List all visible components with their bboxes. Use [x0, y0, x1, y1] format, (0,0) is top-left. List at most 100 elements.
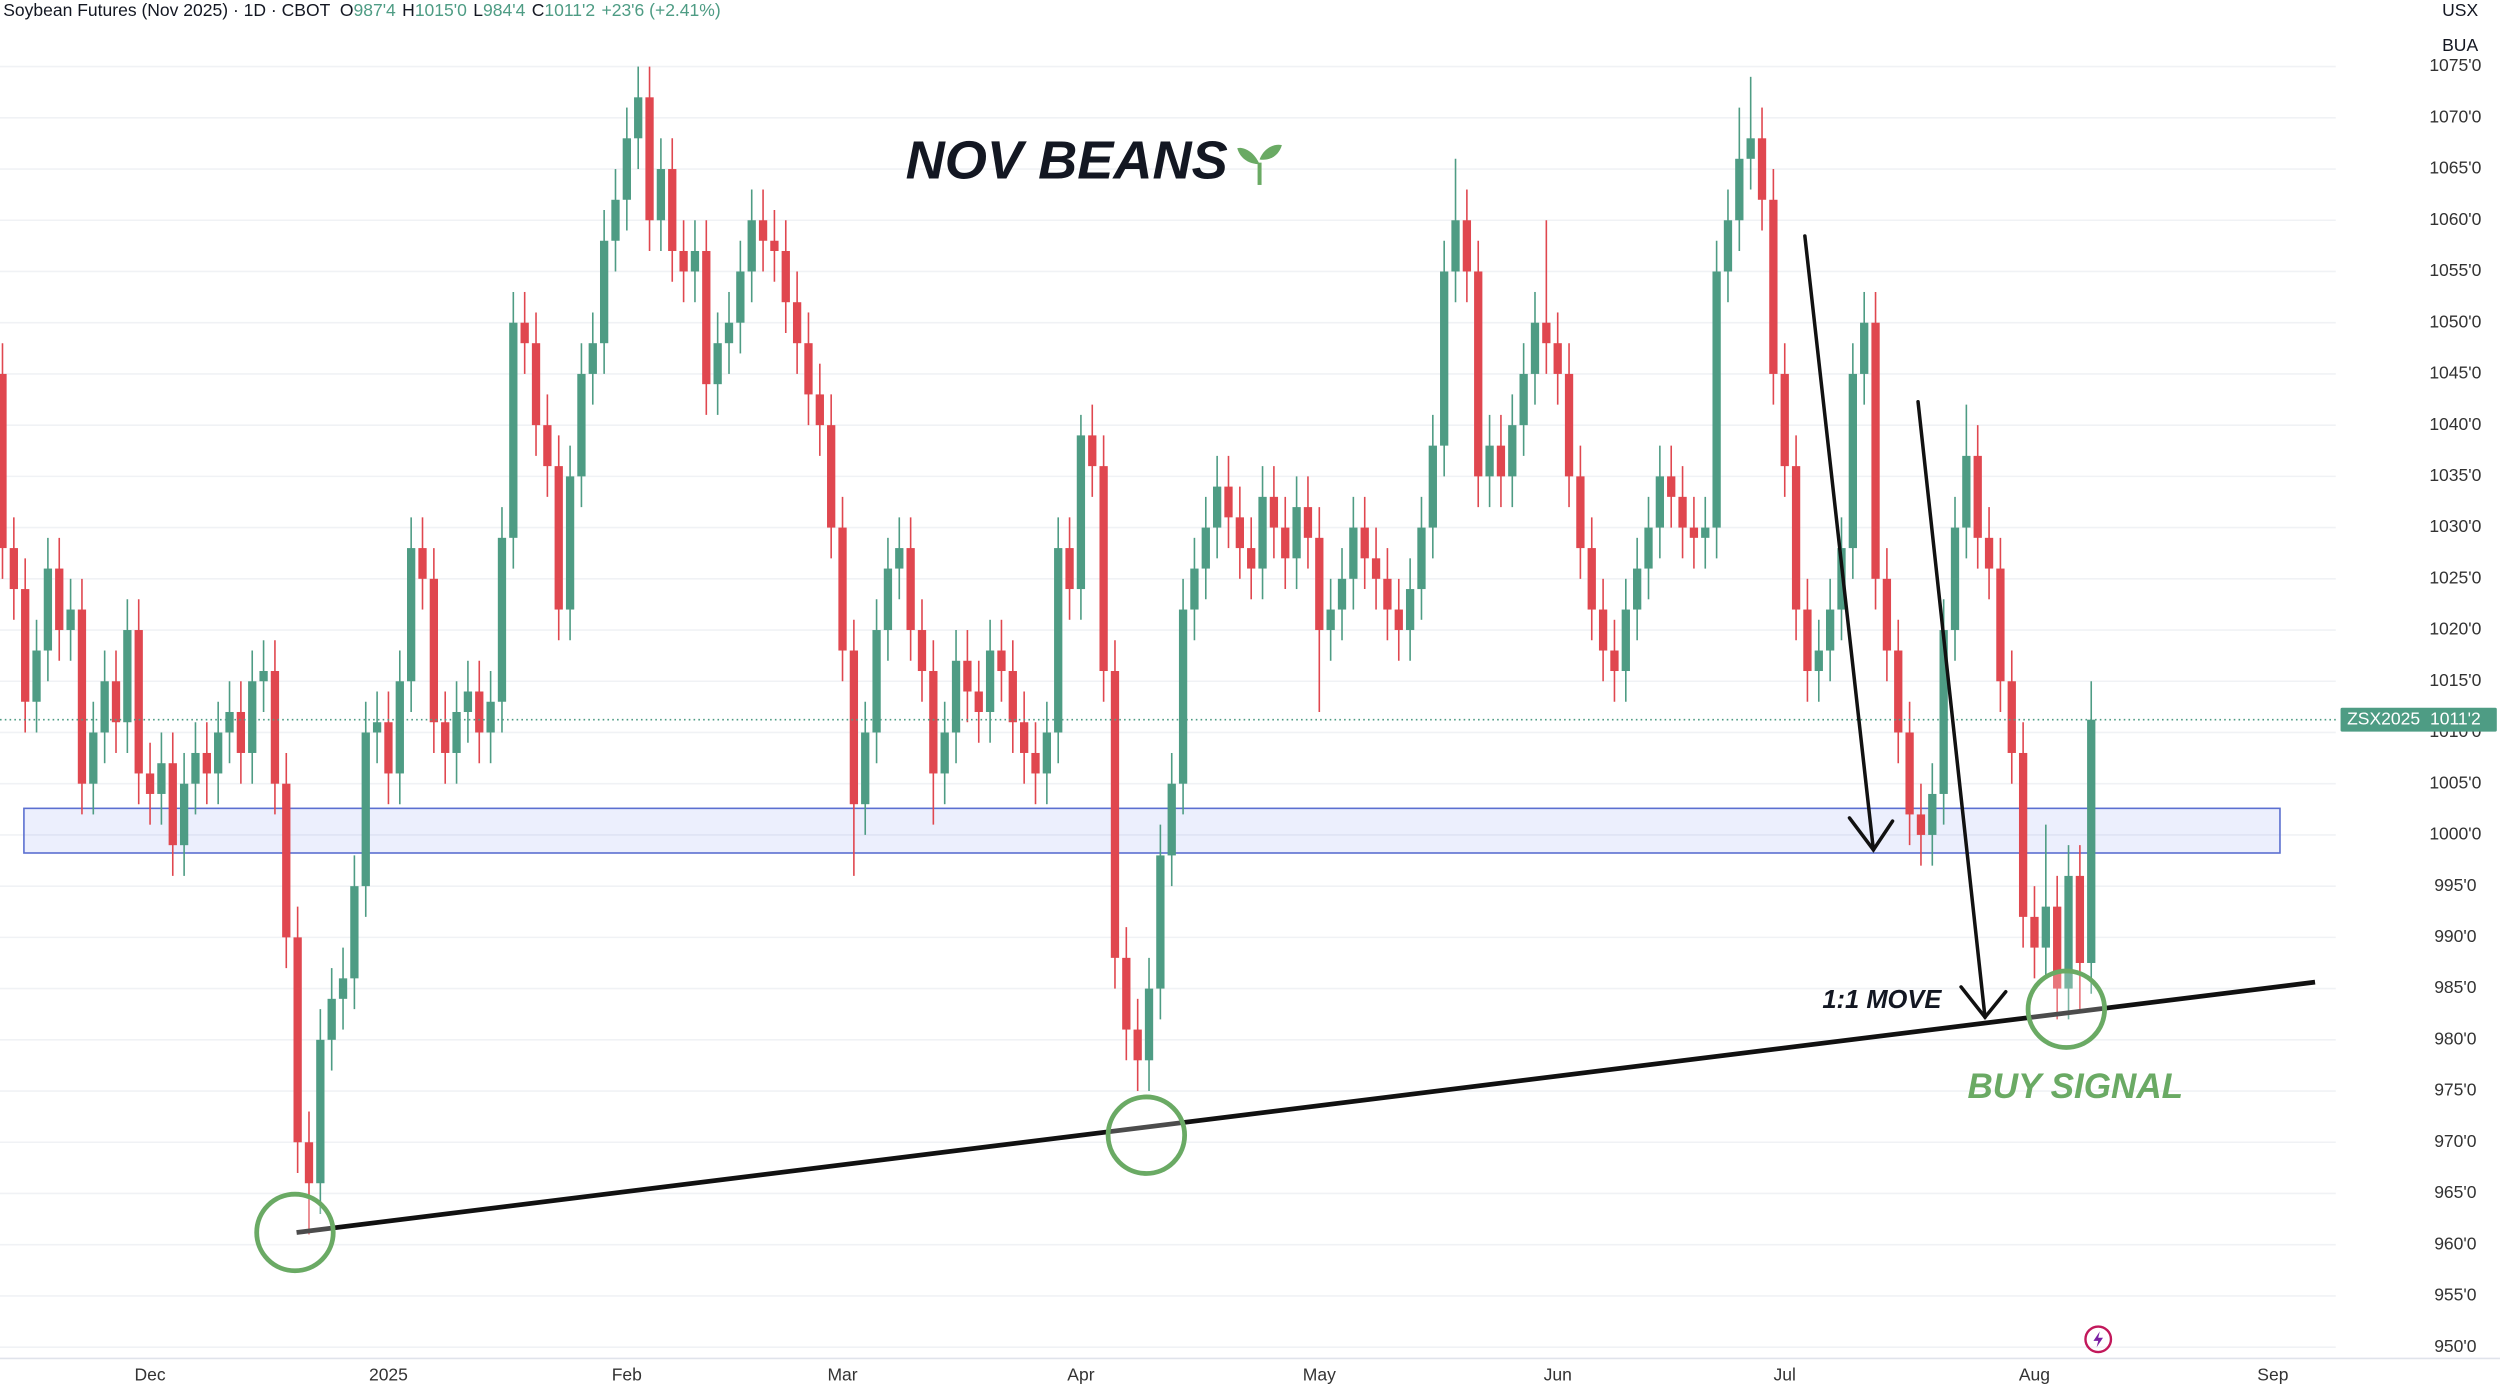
- candle-body: [1928, 793, 1937, 835]
- candle-body: [974, 691, 983, 712]
- candle-body: [361, 732, 370, 887]
- candle-body: [1962, 455, 1971, 528]
- candle-body: [270, 671, 280, 784]
- y-tick-label: 960'0: [2434, 1233, 2477, 1253]
- candle-body: [1769, 199, 1778, 374]
- x-tick-label: Sep: [2257, 1365, 2288, 1385]
- candle-body: [1576, 476, 1585, 549]
- candle-body: [1292, 507, 1301, 559]
- low-circle: [2025, 968, 2107, 1050]
- candle-body: [668, 169, 677, 251]
- y-tick-label: 1045'0: [2429, 363, 2481, 383]
- candle-body: [441, 722, 450, 753]
- x-tick-label: Aug: [2019, 1365, 2050, 1385]
- y-tick-label: 1025'0: [2429, 567, 2481, 587]
- x-tick-label: Jul: [1774, 1365, 1796, 1385]
- candle-body: [815, 394, 824, 426]
- candle-body: [1860, 322, 1869, 374]
- candle-body: [1723, 220, 1733, 272]
- candle-body: [1258, 496, 1267, 569]
- candle-body: [1054, 548, 1063, 733]
- candle-body: [225, 711, 234, 733]
- candle-body: [32, 650, 41, 702]
- candle-body: [1247, 548, 1256, 569]
- candle-body: [395, 681, 404, 774]
- y-tick-label: 1040'0: [2429, 414, 2481, 434]
- chart-title: NOV BEANS: [906, 131, 1228, 191]
- candle-body: [2075, 875, 2085, 963]
- trend-line: [296, 979, 2316, 1235]
- candle-body: [645, 97, 654, 221]
- candle-body: [1076, 435, 1086, 590]
- axis-header-bg: [2391, 0, 2500, 64]
- candle-body: [1428, 445, 1437, 528]
- ohlc-value: 1011'2: [544, 0, 595, 20]
- candle-body: [702, 250, 711, 385]
- y-tick-label: 990'0: [2434, 926, 2477, 946]
- candle-body: [588, 343, 597, 374]
- y-tick-label: 1060'0: [2429, 209, 2481, 229]
- candle-body: [1303, 507, 1313, 538]
- candle-body: [111, 681, 121, 723]
- y-tick-label: 950'0: [2434, 1336, 2477, 1356]
- candle-body: [429, 578, 439, 723]
- candle-body: [713, 343, 722, 385]
- candle-body: [509, 322, 518, 538]
- candle-body: [1553, 343, 1562, 374]
- candle-body: [1564, 373, 1574, 477]
- candle-body: [248, 681, 257, 753]
- candle-body: [43, 568, 53, 651]
- candle-body: [1984, 537, 1994, 569]
- candle-body: [1360, 527, 1369, 559]
- candle-body: [1996, 568, 2005, 682]
- candle-body: [1485, 445, 1494, 477]
- candle-body: [1735, 158, 1744, 221]
- candle-body: [123, 630, 132, 723]
- low-circle: [254, 1191, 336, 1274]
- candle-body: [1882, 578, 1892, 651]
- candle-body: [1451, 220, 1460, 272]
- candle-body: [1610, 650, 1619, 672]
- candle-body: [951, 660, 961, 733]
- axis-layer: 950'0 955'0 960'0 965'0 970'0 975'0 980'0 985'0…: [134, 55, 2497, 1385]
- legend-header: Soybean Futures (Nov 2025) · 1D · CBOT O9…: [3, 0, 721, 20]
- candle-body: [191, 752, 200, 784]
- candle-body: [1042, 732, 1052, 774]
- candle-body: [1371, 558, 1381, 579]
- candle-body: [157, 763, 166, 794]
- candle-body: [100, 681, 109, 733]
- candle-body: [1088, 435, 1097, 467]
- y-tick-label: 1005'0: [2429, 772, 2481, 792]
- candle-body: [1939, 630, 1948, 794]
- candle-body: [304, 1142, 314, 1184]
- y-tick-label: 1020'0: [2429, 619, 2481, 639]
- lightning-icon[interactable]: [2084, 1325, 2113, 1354]
- candle-body: [497, 537, 507, 702]
- candle-body: [2064, 875, 2073, 989]
- ohlc-key: L: [473, 0, 483, 20]
- candle-body: [2018, 752, 2028, 917]
- candle-body: [792, 302, 802, 344]
- y-tick-label: 1000'0: [2429, 824, 2481, 844]
- sprout-icon: [1237, 144, 1282, 185]
- candle-body: [1269, 496, 1279, 528]
- candle-body: [634, 97, 643, 139]
- unit[interactable]: BUA: [2442, 35, 2478, 55]
- currency[interactable]: USX: [2442, 0, 2478, 20]
- candle-body: [781, 250, 790, 303]
- y-tick-label: 975'0: [2434, 1080, 2477, 1100]
- candle-body: [407, 548, 416, 682]
- candle-body: [1394, 609, 1403, 631]
- candle-body: [1110, 671, 1120, 958]
- y-tick-label: 965'0: [2434, 1182, 2477, 1202]
- candle-body: [1791, 466, 1801, 610]
- candle-body: [1235, 517, 1244, 549]
- candle-body: [929, 671, 938, 774]
- candle-body: [1633, 568, 1642, 610]
- candle-body: [599, 240, 609, 344]
- candle-body: [1519, 373, 1528, 426]
- candle-body: [554, 466, 563, 610]
- candle-body: [1530, 322, 1540, 374]
- candle-body: [1916, 814, 1926, 835]
